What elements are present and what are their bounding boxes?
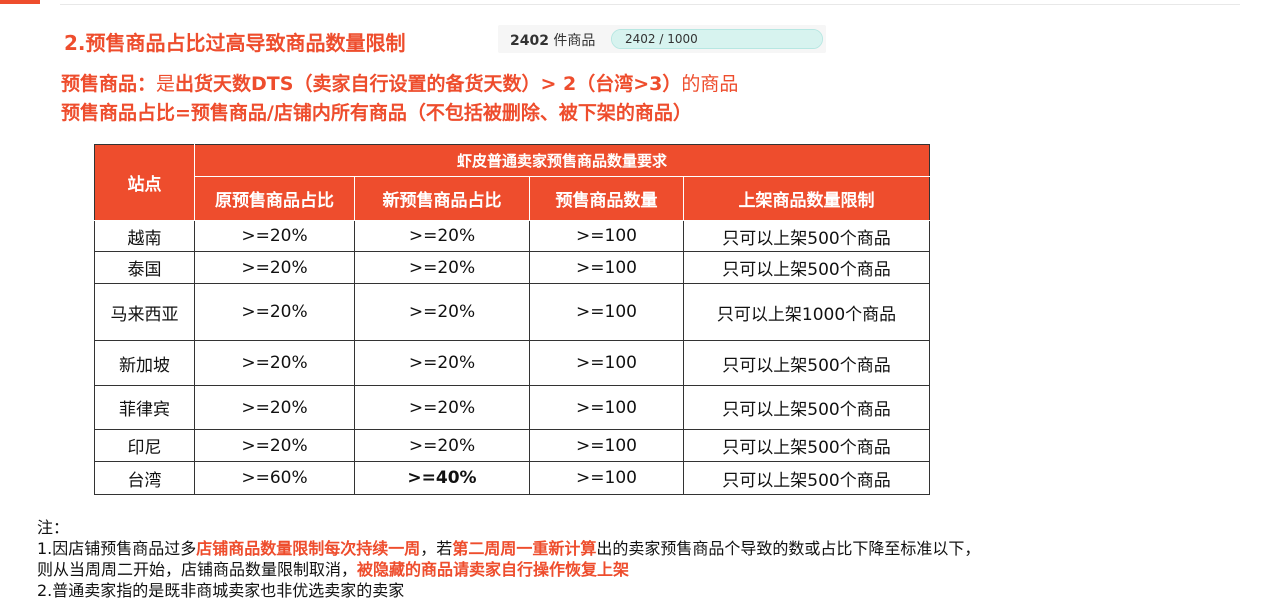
old-ratio-cell: >=20%: [194, 283, 355, 341]
count-cell: >=100: [529, 385, 684, 430]
presale-limit-table: 站点 虾皮普通卖家预售商品数量要求 原预售商品占比 新预售商品占比 预售商品数量…: [94, 144, 931, 495]
old-ratio-cell: >=20%: [194, 251, 355, 284]
site-cell: 泰国: [94, 251, 195, 284]
col-old-ratio-header: 原预售商品占比: [194, 176, 355, 221]
product-count-unit: 件商品: [553, 33, 596, 49]
site-cell: 越南: [94, 220, 195, 252]
table-row: 马来西亚 >=20% >=20% >=100 只可以上架1000个商品: [94, 283, 931, 341]
product-count-progress: 2402 / 1000: [611, 29, 823, 49]
new-ratio-cell-highlight: >=40%: [354, 461, 530, 495]
accent-mark: [0, 0, 40, 4]
new-ratio-cell: >=20%: [354, 220, 530, 252]
product-count-badge: 2402 件商品 2402 / 1000: [498, 25, 826, 53]
notes-block: 注： 1.因店铺预售商品过多店铺商品数量限制每次持续一周，若第二周周一重新计算出…: [37, 517, 980, 601]
count-cell: >=100: [529, 283, 684, 341]
site-cell: 印尼: [94, 429, 195, 462]
table-row: 泰国 >=20% >=20% >=100 只可以上架500个商品: [94, 251, 931, 284]
top-divider: [60, 4, 1240, 5]
note-1-part-b: 店铺商品数量限制每次持续一周: [196, 539, 421, 558]
col-count-header: 预售商品数量: [529, 176, 684, 221]
presale-ratio-definition: 预售商品占比=预售商品/店铺内所有商品（不包括被删除、被下架的商品）: [61, 102, 692, 124]
old-ratio-cell: >=20%: [194, 429, 355, 462]
site-header: 站点: [94, 144, 195, 221]
table-row: 越南 >=20% >=20% >=100 只可以上架500个商品: [94, 220, 931, 252]
count-cell: >=100: [529, 220, 684, 252]
presale-condition: 出货天数DTS（卖家自行设置的备货天数）> 2（台湾>3）: [175, 73, 682, 95]
table-row: 台湾 >=60% >=40% >=100 只可以上架500个商品: [94, 461, 931, 495]
old-ratio-cell: >=60%: [194, 461, 355, 495]
old-ratio-cell: >=20%: [194, 340, 355, 386]
count-cell: >=100: [529, 461, 684, 495]
product-count-text: 2402 件商品: [510, 30, 595, 50]
section-title: 2.预售商品占比过高导致商品数量限制: [64, 31, 406, 55]
note-1-part-c: ，若: [420, 539, 453, 558]
presale-is: 是: [156, 73, 176, 95]
new-ratio-cell: >=20%: [354, 429, 530, 462]
limit-cell: 只可以上架500个商品: [682, 220, 931, 252]
notes-label: 注：: [37, 518, 70, 537]
col-limit-header: 上架商品数量限制: [682, 176, 931, 221]
table-row: 新加坡 >=20% >=20% >=100 只可以上架500个商品: [94, 340, 931, 386]
note-1-line-1: 1.因店铺预售商品过多店铺商品数量限制每次持续一周，若第二周周一重新计算出的卖家…: [37, 538, 980, 559]
site-cell: 菲律宾: [94, 385, 195, 430]
progress-fill: [612, 30, 822, 48]
note-1-part-g: 被隐藏的商品请卖家自行操作恢复上架: [357, 560, 630, 579]
limit-cell: 只可以上架500个商品: [682, 340, 931, 386]
presale-suffix: 的商品: [681, 73, 739, 95]
note-1-part-f: 则从当周周二开始，店铺商品数量限制取消，: [37, 560, 358, 579]
new-ratio-cell: >=20%: [354, 283, 530, 341]
note-2: 2.普通卖家指的是既非商城卖家也非优选卖家的卖家: [37, 581, 405, 600]
presale-term: 预售商品：: [61, 73, 157, 95]
note-1-part-d: 第二周周一重新计算: [452, 539, 597, 558]
site-cell: 马来西亚: [94, 283, 195, 341]
presale-definition: 预售商品：是出货天数DTS（卖家自行设置的备货天数）> 2（台湾>3）的商品: [61, 69, 738, 96]
table-row: 菲律宾 >=20% >=20% >=100 只可以上架500个商品: [94, 385, 931, 430]
site-cell: 新加坡: [94, 340, 195, 386]
product-count-number: 2402: [510, 33, 549, 49]
progress-label: 2402 / 1000: [625, 32, 698, 46]
table-row: 印尼 >=20% >=20% >=100 只可以上架500个商品: [94, 429, 931, 462]
note-1-line-2: 则从当周周二开始，店铺商品数量限制取消，被隐藏的商品请卖家自行操作恢复上架: [37, 559, 980, 580]
limit-cell: 只可以上架500个商品: [682, 251, 931, 284]
note-1-part-e: 出的卖家预售商品个导致的数或占比下降至标准以下，: [596, 539, 981, 558]
new-ratio-cell: >=20%: [354, 340, 530, 386]
col-new-ratio-header: 新预售商品占比: [354, 176, 530, 221]
note-1-part-a: 1.因店铺预售商品过多: [37, 539, 197, 558]
count-cell: >=100: [529, 429, 684, 462]
new-ratio-cell: >=20%: [354, 385, 530, 430]
group-header: 虾皮普通卖家预售商品数量要求: [193, 144, 931, 177]
old-ratio-cell: >=20%: [194, 220, 355, 252]
limit-cell: 只可以上架500个商品: [682, 385, 931, 430]
limit-cell: 只可以上架500个商品: [682, 461, 931, 495]
limit-cell: 只可以上架1000个商品: [682, 283, 931, 341]
limit-cell: 只可以上架500个商品: [682, 429, 931, 462]
count-cell: >=100: [529, 251, 684, 284]
old-ratio-cell: >=20%: [194, 385, 355, 430]
site-cell: 台湾: [94, 461, 195, 495]
new-ratio-cell: >=20%: [354, 251, 530, 284]
count-cell: >=100: [529, 340, 684, 386]
